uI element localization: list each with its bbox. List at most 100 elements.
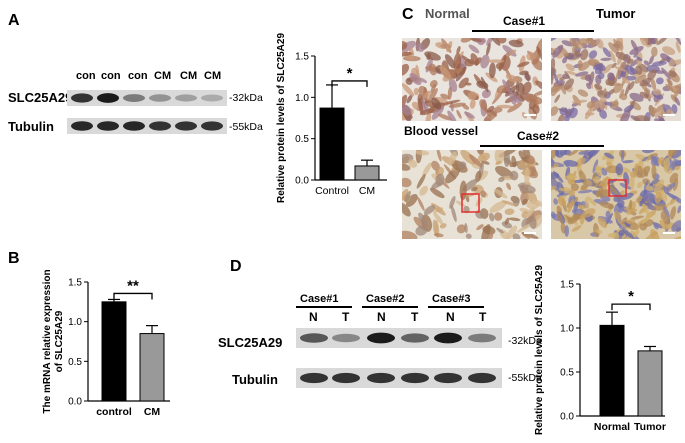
tissue-cell: [489, 200, 507, 213]
panel-a-lane-label: con: [101, 70, 121, 82]
case1-line: [472, 30, 594, 32]
tissue-cell: [526, 155, 535, 165]
tissue-cell: [557, 187, 566, 192]
panel-a-lane-label: CM: [180, 70, 198, 82]
case1-label: Case#1: [503, 14, 546, 28]
panel-d-case-label: Case#3: [432, 293, 471, 305]
tissue-cell: [586, 82, 591, 90]
tissue-cell: [416, 173, 426, 189]
tissue-cell: [643, 169, 649, 177]
tissue-cell: [674, 96, 681, 106]
tissue-cell: [671, 104, 678, 114]
panel-d-lane-label: N: [309, 310, 318, 324]
tissue-cell: [634, 74, 647, 84]
tissue-cell: [581, 208, 596, 218]
tissue-cell: [604, 152, 615, 159]
tissue-cell: [551, 58, 556, 74]
tissue-cell: [430, 83, 437, 93]
tissue-cell: [495, 160, 502, 165]
tissue-cell: [450, 205, 457, 222]
x-tick-label: Tumor: [634, 421, 666, 433]
tissue-cell: [586, 196, 597, 206]
tissue-cell: [574, 50, 581, 57]
tissue-cell: [599, 109, 607, 119]
tissue-cell: [488, 212, 495, 222]
tissue-cell: [402, 51, 413, 57]
tissue-cell: [501, 221, 512, 229]
tissue-cell: [494, 189, 508, 199]
tissue-cell: [440, 93, 450, 100]
tissue-cell: [584, 197, 589, 209]
tissue-cell: [551, 185, 557, 191]
tissue-cell: [629, 92, 644, 102]
tumor-label: Tumor: [596, 6, 636, 21]
scale-bar: [524, 232, 536, 234]
y-axis-label: Relative protein levels of SLC25A29: [276, 33, 287, 204]
tissue-cell: [481, 89, 492, 99]
tissue-cell: [578, 61, 591, 71]
tissue-cell: [668, 70, 677, 78]
panel-d-lane-label: T: [411, 310, 419, 324]
significance-bracket: [113, 292, 153, 300]
tissue-cell: [570, 183, 579, 192]
panel-a-lane-label: con: [76, 70, 96, 82]
panel-c-letter: C: [402, 6, 414, 23]
tissue-cell: [608, 184, 619, 195]
tissue-cell: [562, 56, 568, 64]
tissue-cell: [465, 82, 472, 86]
tissue-cell: [657, 115, 666, 121]
tissue-cell: [577, 38, 589, 46]
tissue-cell: [626, 218, 636, 224]
band-slc25a29-6: [468, 333, 496, 343]
tissue-cell: [514, 95, 522, 104]
tissue-cell: [652, 88, 662, 96]
tissue-cell: [571, 225, 582, 232]
bar-control: [319, 107, 345, 181]
band-slc25a29-6: [201, 94, 223, 102]
tissue-cell: [406, 94, 413, 104]
tissue-cell: [565, 160, 570, 168]
tissue-cell: [626, 58, 634, 64]
tissue-cell: [522, 81, 532, 95]
tissue-cell: [602, 47, 611, 58]
tissue-cell: [613, 38, 619, 52]
panel-a-row-label-slc25a29: SLC25A29: [8, 90, 73, 105]
tissue-cell: [402, 188, 409, 203]
tissue-cell: [663, 216, 670, 225]
tissue-cell: [580, 183, 588, 191]
tissue-cell: [464, 59, 475, 67]
tissue-cell: [423, 90, 432, 99]
x-tick-label: control: [96, 406, 132, 418]
tissue-cell: [402, 163, 411, 171]
tissue-cell: [512, 233, 521, 239]
y-tick-label: 1.5: [560, 280, 574, 291]
tissue-cell: [598, 72, 605, 80]
tissue-cell: [608, 50, 616, 63]
blood-vessel-label: Blood vessel: [404, 124, 479, 138]
panel-a-lane-label: CM: [204, 70, 222, 82]
tissue-cell: [577, 204, 587, 210]
tissue-cell: [552, 171, 564, 183]
tissue-cell: [555, 150, 564, 158]
tissue-cell: [439, 65, 452, 80]
tissue-cell: [453, 53, 462, 71]
tissue-cell: [402, 94, 408, 110]
tissue-cell: [481, 160, 490, 165]
tissue-cell: [618, 229, 625, 237]
tissue-cell: [565, 63, 575, 72]
y-axis-label: Relative protein levels of SLC25A29: [534, 265, 545, 436]
tissue-cell: [659, 219, 668, 230]
tissue-cell: [480, 54, 490, 69]
tissue-cell: [528, 215, 537, 230]
tissue-cell: [417, 196, 425, 211]
y-tick-label: 1.5: [68, 278, 82, 289]
tissue-cell: [444, 167, 460, 184]
tissue-cell: [486, 38, 496, 46]
tissue-cell: [650, 78, 657, 91]
tissue-cell: [577, 89, 589, 97]
panel-d-case-label: Case#2: [366, 293, 405, 305]
case2-label: Case#2: [517, 129, 560, 143]
tissue-cell: [594, 83, 603, 90]
bar-cm: [139, 333, 165, 402]
tissue-cell: [521, 232, 531, 239]
